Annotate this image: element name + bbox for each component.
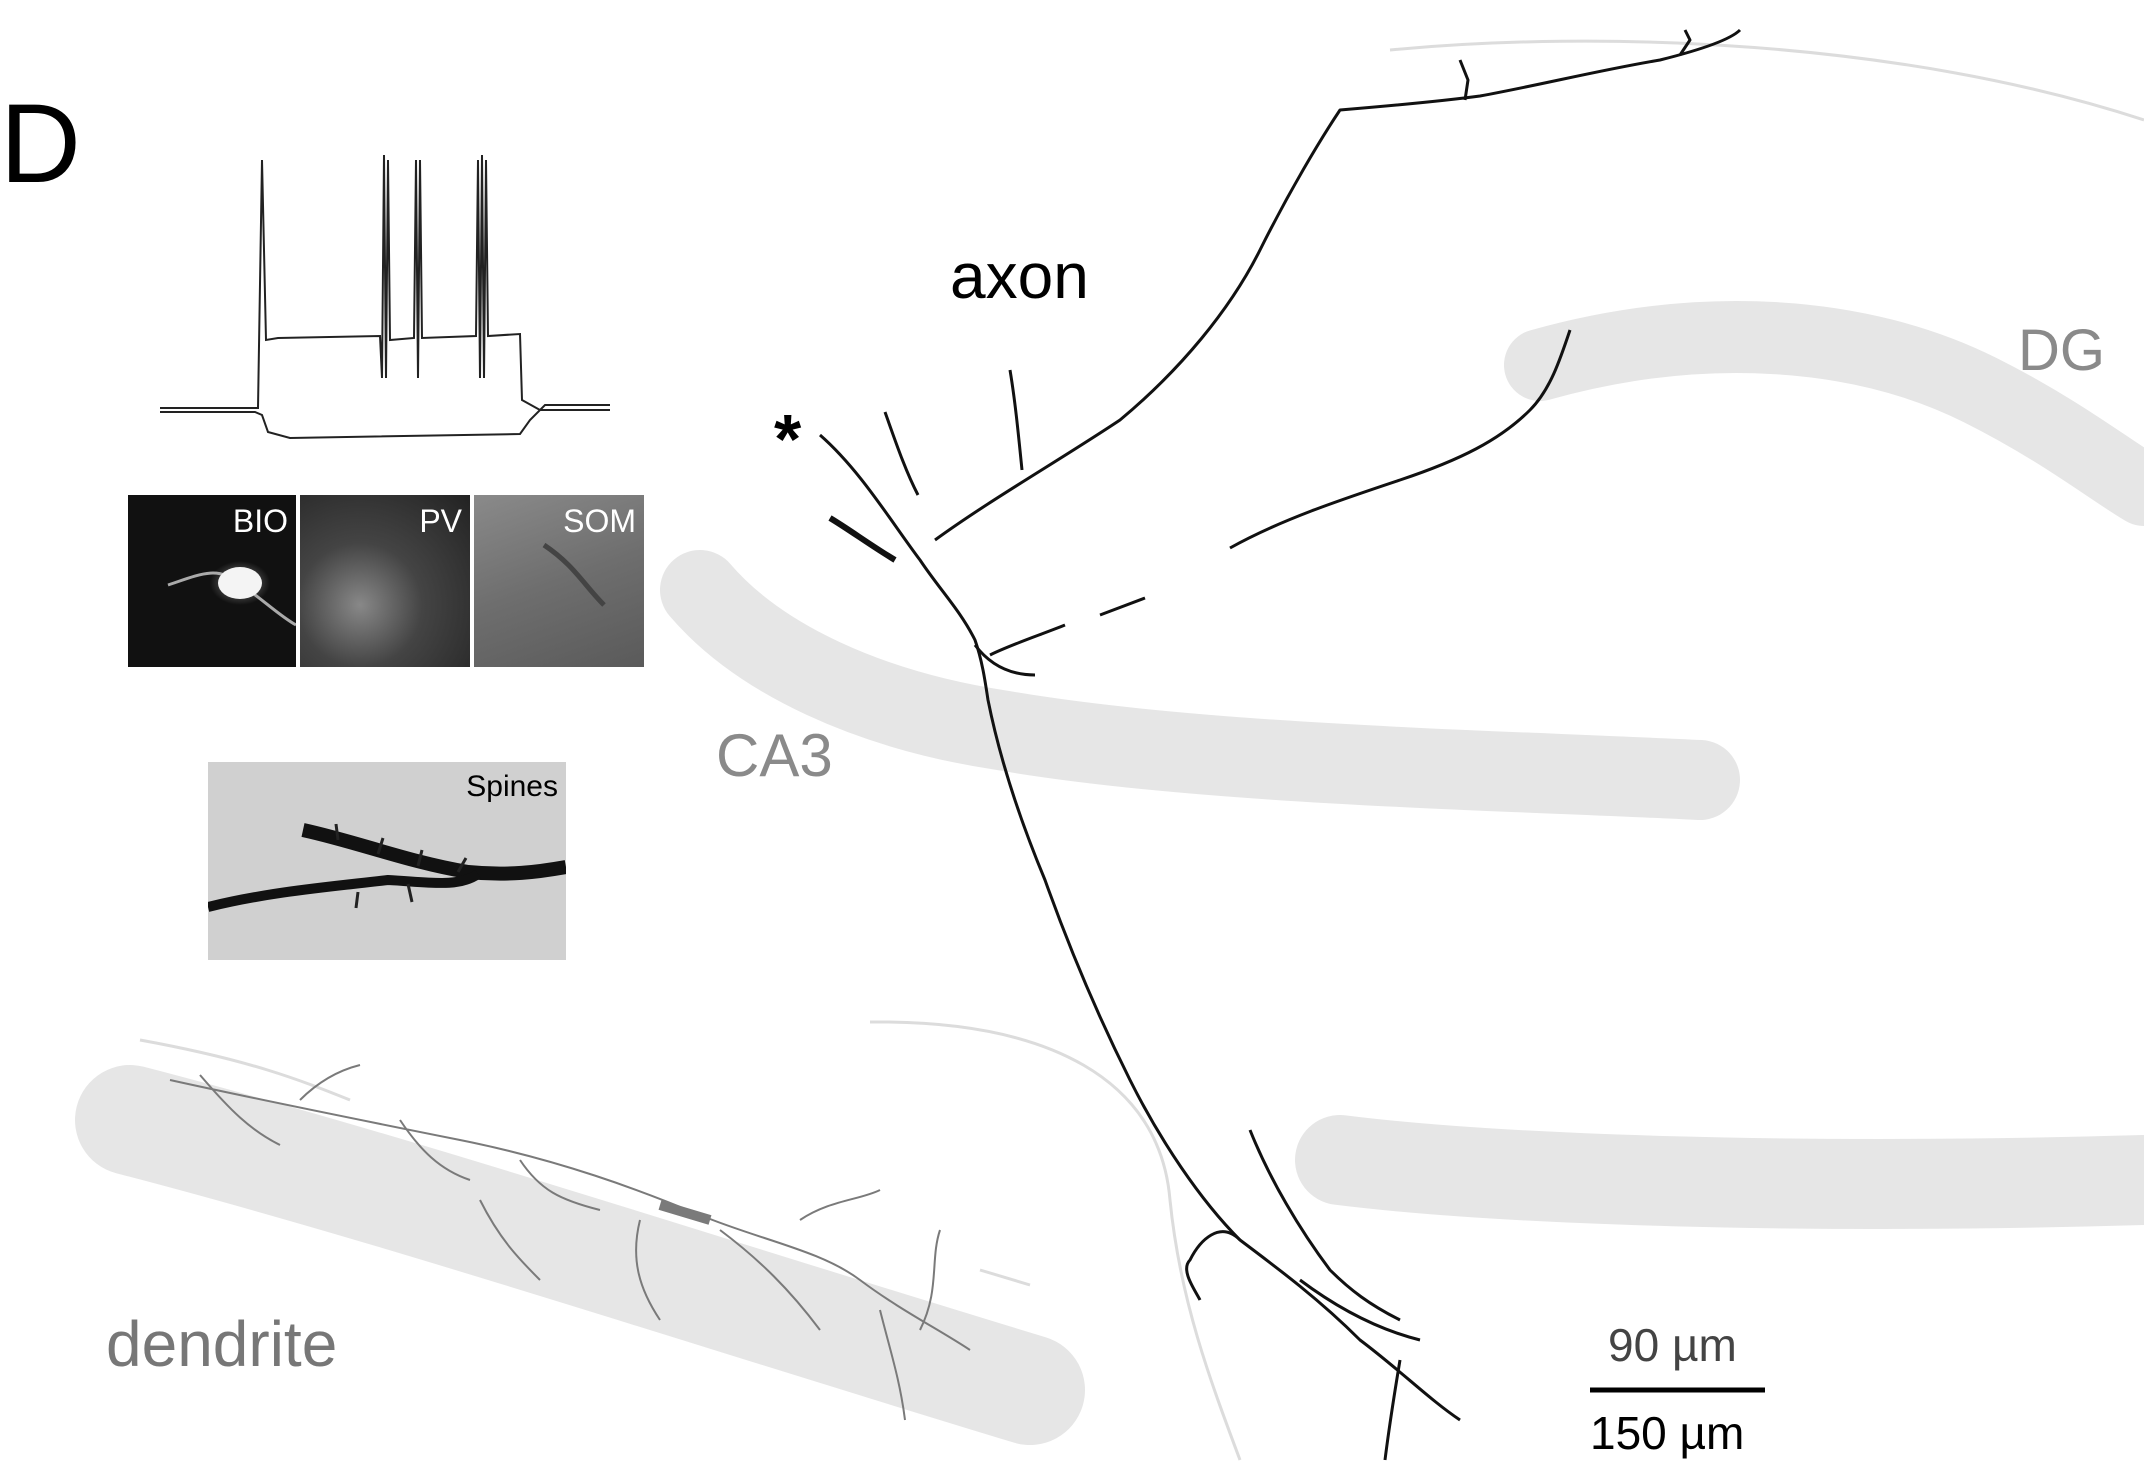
ephys-depolarizing [160, 154, 610, 411]
dendrite-branch4 [635, 1219, 661, 1321]
axon-branch-dg [1229, 329, 1572, 550]
outline-lower [869, 1020, 1242, 1461]
inset-som: SOM [474, 495, 644, 667]
ca3-band [660, 550, 1740, 820]
outline-bottom-dash [979, 1268, 1031, 1287]
ephys-trace [160, 154, 610, 440]
dendrite-band [75, 1065, 1085, 1445]
dendrite-main [169, 1079, 971, 1351]
bio-cell-shape [167, 567, 296, 627]
axon-twig-side [989, 623, 1066, 657]
scale-bar-bottom-label: 150 µm [1590, 1407, 1745, 1459]
dendrite-branch6 [799, 1189, 881, 1221]
axon-branch-upper-twig2 [1678, 29, 1692, 56]
dendrite-soma [658, 1200, 712, 1225]
dendrite-branch8 [919, 1229, 941, 1331]
dendrite-label: dendrite [106, 1308, 338, 1380]
layer-bands [75, 301, 2144, 1445]
inset-bio: BIO [128, 495, 296, 667]
ephys-hyperpolarizing [160, 404, 610, 440]
dendrite-branch2 [399, 1119, 471, 1181]
panel-letter: D [0, 81, 81, 206]
axon-label: axon [950, 240, 1089, 312]
inset-spines-label: Spines [466, 770, 558, 803]
inset-pv-label: PV [419, 503, 462, 539]
axon-trace [819, 28, 1742, 1461]
outline-left [139, 1038, 351, 1102]
axon-branch-mid-dash [1099, 596, 1146, 617]
som-cell-shape [542, 542, 606, 607]
dendrite-branch3 [519, 1159, 601, 1211]
ca3-label: CA3 [716, 722, 833, 789]
inset-bio-label: BIO [232, 503, 288, 539]
inset-pv: PV [300, 495, 470, 667]
axon-twig-up1 [1008, 369, 1024, 471]
soma-marker-asterisk: * [774, 400, 802, 478]
dendrite-branch7 [879, 1309, 906, 1421]
bio-cell-body [218, 567, 262, 599]
inset-som-label: SOM [563, 503, 636, 539]
axon-lower-branch4 [1299, 1278, 1421, 1342]
dendrite-branch1 [199, 1074, 281, 1146]
axon-branch-upper-twig1 [1458, 59, 1470, 101]
dendrite-branch10 [299, 1064, 361, 1101]
axon-twig-loop [973, 644, 1036, 677]
dendrite-branch9 [479, 1199, 541, 1281]
axon-soma-smudge [828, 515, 897, 563]
scale-bar-top-label: 90 µm [1608, 1319, 1737, 1371]
spines-dendrite-shape [208, 823, 566, 912]
axon-branch-upper [934, 28, 1742, 542]
spines-dendrite-upper [301, 823, 566, 881]
inset-spines: Spines [208, 762, 566, 960]
tissue-outlines [139, 39, 2144, 1461]
spines-protrusions [334, 823, 468, 909]
axon-lower-branch2 [1248, 1129, 1401, 1322]
som-cell-process [542, 542, 606, 607]
axon-lower-branch3 [1383, 1359, 1402, 1461]
dg-band [1504, 301, 2144, 526]
axon-main [819, 433, 1461, 1422]
dendrite-branch5 [719, 1229, 821, 1331]
axon-twig-up2 [883, 411, 920, 496]
spines-dendrite-lower [208, 869, 481, 912]
outline-top [1389, 39, 2144, 122]
dg-label: DG [2018, 318, 2105, 383]
axon-lower-branch1 [1185, 1230, 1242, 1301]
lower-band [1295, 1115, 2144, 1229]
dendrite-trace [169, 1064, 971, 1421]
